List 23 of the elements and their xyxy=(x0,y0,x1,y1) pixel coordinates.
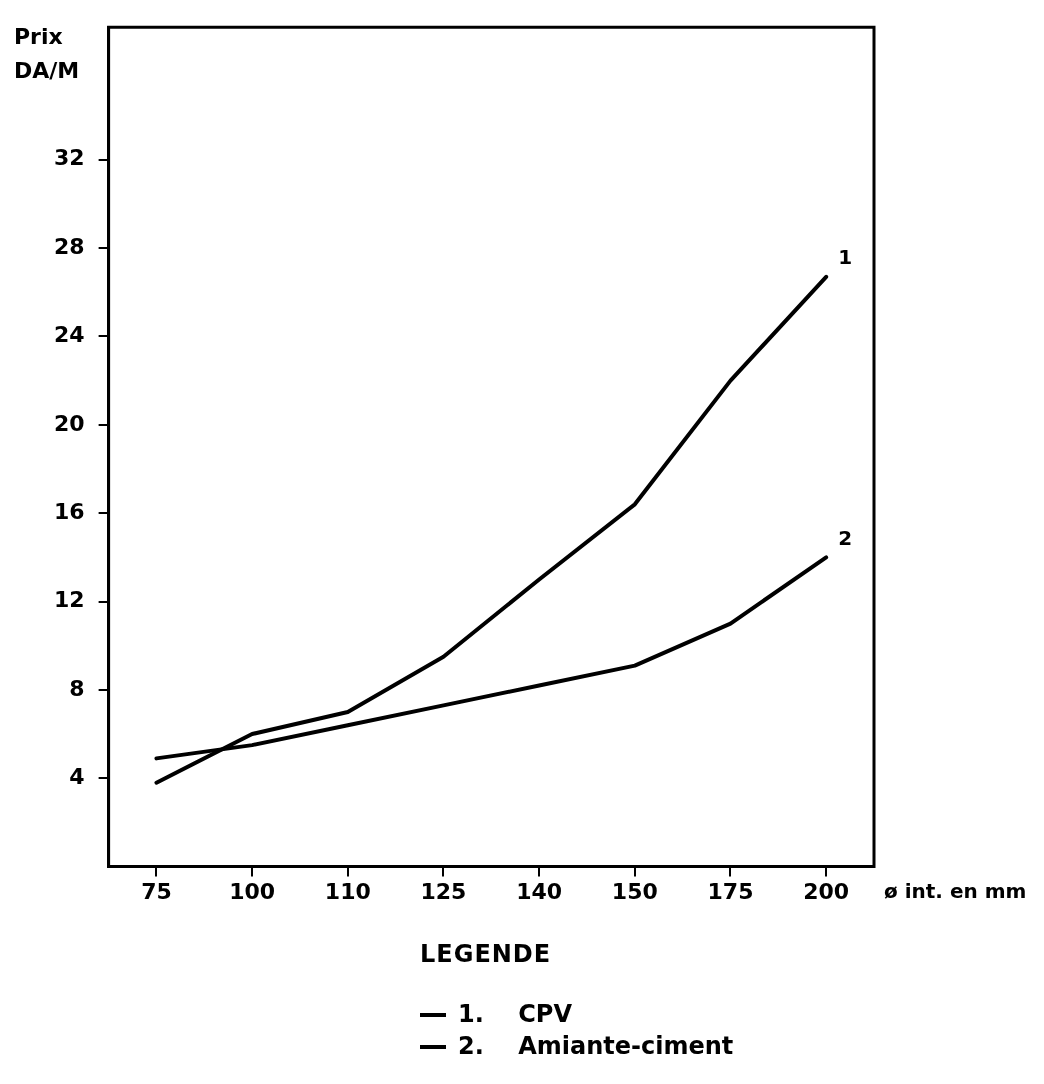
legend-label: 2. Amiante-ciment xyxy=(458,1032,734,1060)
y-tick-label: 32 xyxy=(53,145,85,171)
x-tick-label: 75 xyxy=(141,878,172,904)
x-tick-label: 125 xyxy=(420,878,467,904)
annotation: 2 xyxy=(838,525,853,550)
x-axis-title: ø int. en mm xyxy=(884,878,1027,903)
y-tick-label: 20 xyxy=(53,410,85,436)
legend-title: LEGENDE xyxy=(420,940,553,968)
y-tick-label: 24 xyxy=(53,322,85,348)
x-tick-label: 110 xyxy=(324,878,371,904)
x-tick-label: 100 xyxy=(229,878,276,904)
y-axis-title: Prix DA/M xyxy=(14,23,80,83)
y-tick-label: 8 xyxy=(69,675,85,701)
y-tick-label: 16 xyxy=(53,498,85,524)
legend-label: 1. CPV xyxy=(458,1000,572,1028)
y-tick-label: 28 xyxy=(53,233,85,259)
x-tick-label: 140 xyxy=(516,878,563,904)
x-tick-label: 150 xyxy=(611,878,658,904)
annotation: 1 xyxy=(838,245,853,270)
y-tick-label: 12 xyxy=(53,587,85,613)
x-tick-label: 175 xyxy=(707,878,754,904)
y-tick-label: 4 xyxy=(69,763,85,789)
x-tick-label: 200 xyxy=(803,878,850,904)
